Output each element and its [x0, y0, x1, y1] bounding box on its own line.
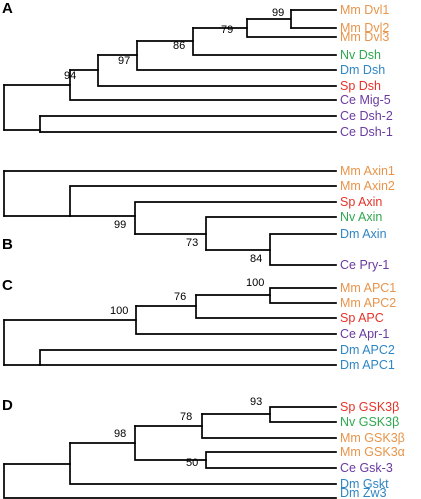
bootstrap-panel-c: 100 76 100 [110, 277, 264, 317]
leaf-ce-pry1: Ce Pry-1 [340, 258, 389, 272]
bootstrap-value: 76 [174, 291, 186, 303]
leaf-mm-axin1: Mm Axin1 [340, 164, 395, 178]
tree-panel-c [3, 287, 337, 366]
leaf-mm-dvl1: Mm Dvl1 [340, 3, 389, 17]
leaf-dm-apc1: Dm APC1 [340, 358, 395, 372]
bootstrap-value: 86 [173, 40, 185, 52]
bootstrap-value: 79 [221, 24, 233, 36]
branch-nv-dsh [192, 27, 337, 56]
leaf-labels-panel-d: Sp GSK3β Nv GSK3β Mm GSK3β Mm GSK3α Ce G… [340, 400, 405, 499]
bootstrap-value: 99 [114, 219, 126, 231]
tree-panel-b [3, 170, 337, 266]
leaf-mm-gsk3b: Mm GSK3β [340, 431, 405, 445]
bootstrap-value: 84 [250, 253, 262, 265]
leaf-mm-dvl2: Mm Dvl2 [340, 21, 389, 35]
tree-panel-a [3, 9, 337, 133]
bootstrap-value: 100 [246, 277, 264, 289]
branch-dm-ce-pair [269, 233, 337, 266]
leaf-labels-panel-a: Mm Dvl1 Mm Dvl2 Mm Dvl3 Nv Dsh Dm Dsh Sp… [340, 3, 393, 139]
branch-mm-gsk3b [201, 413, 337, 439]
leaf-sp-dsh: Sp Dsh [340, 79, 381, 93]
branch-dm-apc-pair [39, 349, 337, 366]
panel-b-label: B [2, 236, 13, 253]
leaf-ce-dsh1: Ce Dsh-1 [340, 125, 393, 139]
leaf-sp-axin: Sp Axin [340, 195, 382, 209]
branch-dm-gskt [69, 442, 337, 485]
leaf-mm-dvl3: Mm Dvl3 [340, 30, 389, 44]
bootstrap-value: 98 [114, 428, 126, 440]
bootstrap-value: 50 [186, 457, 198, 469]
bootstrap-value: 94 [64, 70, 76, 82]
leaf-labels-panel-c: Mm APC1 Mm APC2 Sp APC Ce Apr-1 Dm APC2 … [340, 281, 396, 372]
leaf-mm-apc1: Mm APC1 [340, 281, 396, 295]
branch-mm-apc-pair [269, 287, 337, 304]
branch-dvl1-dvl2 [246, 9, 292, 29]
branch-ce-mig5 [69, 69, 337, 101]
leaf-mm-gsk3a: Mm GSK3α [340, 445, 405, 459]
panel-a-label: A [2, 0, 13, 17]
leaf-dm-dsh: Dm Dsh [340, 63, 385, 77]
leaf-nv-dsh: Nv Dsh [340, 48, 381, 62]
leaf-ce-apr1: Ce Apr-1 [340, 327, 389, 341]
leaf-dm-zw3: Dm Zw3 [340, 486, 387, 499]
leaf-dm-apc2: Dm APC2 [340, 343, 395, 357]
bootstrap-value: 97 [118, 55, 130, 67]
leaf-dm-gskt: Dm Gskt [340, 477, 389, 491]
branch-gsk3-clade-link [134, 425, 207, 461]
leaf-dm-axin: Dm Axin [340, 227, 387, 241]
leaf-ce-gsk3: Ce Gsk-3 [340, 461, 393, 475]
branch-ce-apr1 [135, 305, 337, 335]
bootstrap-value: 100 [110, 305, 128, 317]
leaf-sp-apc: Sp APC [340, 311, 384, 325]
leaf-ce-mig5: Ce Mig-5 [340, 93, 391, 107]
leaf-nv-axin: Nv Axin [340, 210, 382, 224]
branch-dm-zw3 [3, 463, 337, 499]
branch-mm-gsk3a-ce-pair [205, 451, 337, 469]
bootstrap-value: 78 [180, 411, 192, 423]
branch-sp-axin [134, 201, 337, 235]
leaf-nv-gsk3b: Nv GSK3β [340, 415, 399, 429]
leaf-labels-panel-b: Mm Axin1 Mm Axin2 Sp Axin Nv Axin Dm Axi… [340, 164, 395, 272]
bootstrap-panel-d: 93 78 98 50 [114, 396, 262, 469]
leaf-mm-axin2: Mm Axin2 [340, 179, 395, 193]
bootstrap-panel-a: 99 79 86 97 94 [64, 7, 284, 82]
leaf-ce-dsh2: Ce Dsh-2 [340, 109, 393, 123]
leaf-sp-gsk3b: Sp GSK3β [340, 400, 399, 414]
panel-c-label: C [2, 277, 13, 294]
panel-d-label: D [2, 397, 13, 414]
bootstrap-value: 93 [250, 396, 262, 408]
tree-panel-d [3, 406, 337, 499]
bootstrap-panel-b: 99 73 84 [114, 219, 262, 265]
branch-mm-axin2 [69, 185, 337, 217]
bootstrap-value: 99 [272, 7, 284, 19]
bootstrap-value: 73 [186, 237, 198, 249]
branch-sp-apc [195, 294, 337, 319]
branch-nv-axin [205, 216, 337, 251]
branch-sp-nv-pair [269, 406, 337, 423]
leaf-mm-apc2: Mm APC2 [340, 296, 396, 310]
